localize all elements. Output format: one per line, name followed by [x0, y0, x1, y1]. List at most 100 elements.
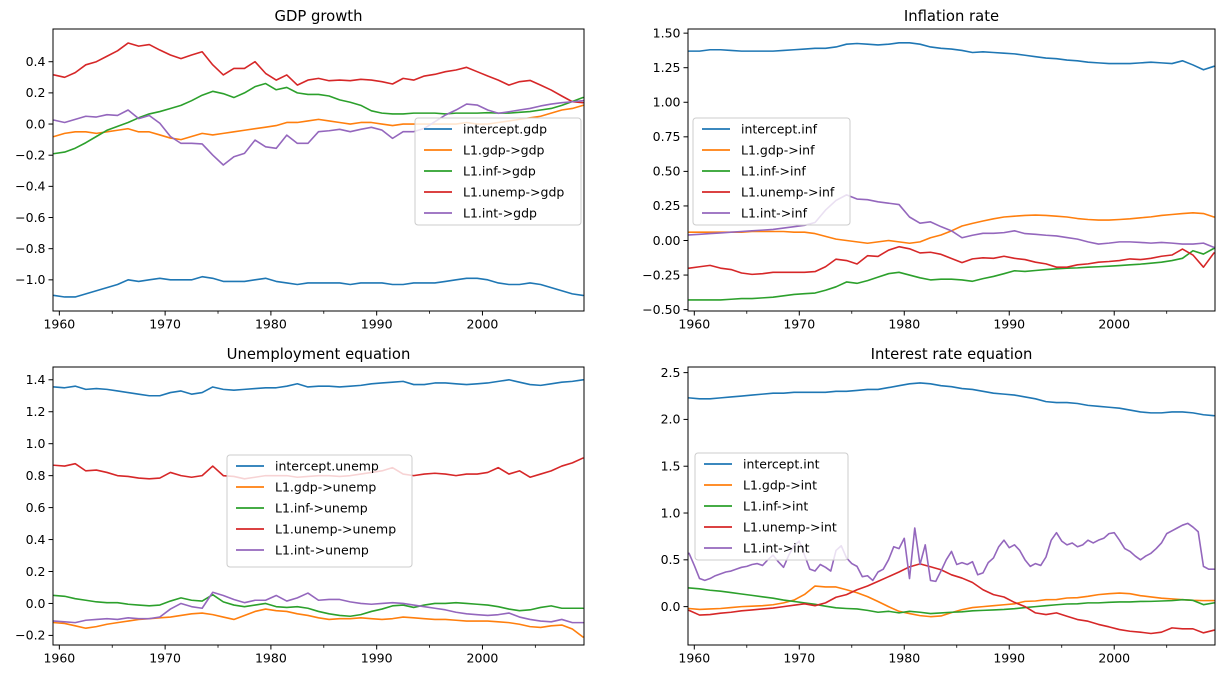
legend-label: L1.unemp->int [743, 520, 837, 535]
x-tick-label: 1960 [43, 651, 75, 666]
series-line-intercept.int [688, 382, 1215, 417]
y-tick-label: 0.5 [661, 552, 681, 567]
legend-label: L1.inf->unemp [275, 501, 368, 516]
y-tick-label: 1.00 [653, 95, 681, 110]
axes-frame [687, 28, 1216, 312]
y-tick-label: 1.50 [653, 25, 681, 40]
legend-label: L1.unemp->gdp [463, 185, 564, 200]
x-tick-label: 1990 [361, 651, 393, 666]
y-tick-label: 1.0 [26, 436, 46, 451]
axes-frame [687, 366, 1216, 646]
axes-frame [52, 28, 585, 312]
x-tick-label: 2000 [1098, 651, 1130, 666]
y-tick-label: −0.25 [642, 267, 680, 282]
chart-gdp-growth: 1960 1970 1980 1990 2000 0.4 0.2 0.0 −0.2 −0.4 −0.… [15, 8, 585, 332]
series-line-L1.int->gdp [53, 99, 584, 166]
x-tick-label: 1970 [149, 651, 181, 666]
y-tick-label: −0.2 [15, 147, 45, 162]
legend-box [694, 452, 849, 561]
y-tick-label: −0.4 [15, 179, 45, 194]
x-tick-label: 1980 [888, 317, 920, 332]
x-tick-label: 1960 [678, 317, 710, 332]
legend-box [414, 117, 582, 226]
x-tick-label: 1960 [43, 317, 75, 332]
x-tick-label: 1980 [255, 317, 287, 332]
legend-box [692, 117, 851, 226]
x-tick-label: 1990 [993, 651, 1025, 666]
chart-interest-rate-equation: 1960 1970 1980 1990 2000 2.5 2.0 1.5 1.0 0.5 0.0 In… [661, 346, 1216, 666]
axes-frame [52, 366, 585, 646]
y-tick-label: 1.2 [26, 404, 46, 419]
y-tick-label: −1.0 [15, 272, 45, 287]
chart-inflation-rate: 1960 1970 1980 1990 2000 1.50 1.25 1.00 0.75 0.50… [642, 8, 1216, 332]
y-tick-label: 0.75 [653, 129, 681, 144]
series-line-L1.unemp->inf [688, 245, 1215, 276]
legend-label: L1.inf->int [743, 499, 808, 514]
chart-title: Inflation rate [904, 8, 999, 25]
legend-label: L1.unemp->inf [741, 185, 835, 200]
y-tick-label: 0.4 [26, 532, 46, 547]
x-tick-label: 1970 [149, 317, 181, 332]
legend-label: L1.gdp->gdp [463, 143, 545, 158]
series-line-L1.unemp->int [688, 563, 1215, 635]
y-tick-label: 1.4 [26, 372, 46, 387]
y-tick-label: 1.25 [653, 60, 681, 75]
y-tick-label: −0.8 [15, 241, 45, 256]
series-line-intercept.gdp [53, 275, 584, 298]
legend-label: L1.gdp->inf [741, 143, 815, 158]
series-line-L1.inf->int [688, 587, 1215, 615]
legend-label: L1.gdp->unemp [275, 480, 376, 495]
y-tick-label: 0.0 [661, 599, 681, 614]
legend-label: intercept.int [743, 457, 820, 472]
legend-label: intercept.inf [741, 122, 818, 137]
x-tick-label: 2000 [467, 651, 499, 666]
chart-unemployment-equation: 1960 1970 1980 1990 2000 1.4 1.2 1.0 0.8 0.6 0.4 0.… [15, 346, 585, 666]
x-tick-label: 1990 [993, 317, 1025, 332]
legend-label: L1.int->inf [741, 206, 808, 221]
legend: intercept.inf L1.gdp->inf L1.inf->inf L1.un… [692, 117, 851, 226]
x-tick-label: 1970 [783, 317, 815, 332]
series-line-L1.inf->inf [688, 247, 1215, 301]
y-tick-label: 2.5 [661, 365, 681, 380]
y-tick-label: 0.0 [26, 116, 46, 131]
y-tick-label: −0.6 [15, 210, 45, 225]
legend-label: L1.inf->inf [741, 164, 806, 179]
series-line-intercept.inf [688, 42, 1215, 71]
y-tick-label: 1.0 [661, 505, 681, 520]
legend-label: L1.gdp->int [743, 478, 817, 493]
series-line-L1.unemp->gdp [53, 42, 584, 104]
y-tick-label: 0.6 [26, 500, 46, 515]
series-line-L1.int->inf [688, 194, 1215, 249]
y-tick-label: 0.4 [26, 54, 46, 69]
legend: intercept.unemp L1.gdp->unemp L1.inf->unem… [226, 454, 413, 568]
y-tick-label: 0.0 [26, 596, 46, 611]
x-tick-label: 2000 [467, 317, 499, 332]
chart-title: GDP growth [275, 8, 363, 25]
y-tick-label: 0.2 [26, 564, 46, 579]
series-line-L1.inf->unemp [53, 593, 584, 618]
chart-title: Unemployment equation [227, 346, 411, 363]
x-tick-label: 1980 [888, 651, 920, 666]
y-tick-label: 0.00 [653, 233, 681, 248]
legend-label: L1.unemp->unemp [275, 522, 396, 537]
y-tick-label: 0.25 [653, 198, 681, 213]
y-tick-label: 1.5 [661, 459, 681, 474]
y-tick-label: 0.50 [653, 164, 681, 179]
y-tick-label: 0.2 [26, 85, 46, 100]
legend-label: intercept.gdp [463, 122, 547, 137]
series-line-intercept.unemp [53, 378, 584, 397]
y-tick-label: 2.0 [661, 412, 681, 427]
legend-label: intercept.unemp [275, 459, 379, 474]
legend: intercept.gdp L1.gdp->gdp L1.inf->gdp L1.un… [414, 117, 582, 226]
legend-label: L1.int->int [743, 541, 810, 556]
y-tick-label: −0.50 [642, 302, 680, 317]
legend-label: L1.inf->gdp [463, 164, 536, 179]
y-tick-label: 0.8 [26, 468, 46, 483]
legend: intercept.int L1.gdp->int L1.inf->int L1.un… [694, 452, 849, 561]
legend-label: L1.int->gdp [463, 206, 537, 221]
legend-label: L1.int->unemp [275, 543, 369, 558]
series-line-L1.int->unemp [53, 591, 584, 624]
x-tick-label: 1990 [361, 317, 393, 332]
